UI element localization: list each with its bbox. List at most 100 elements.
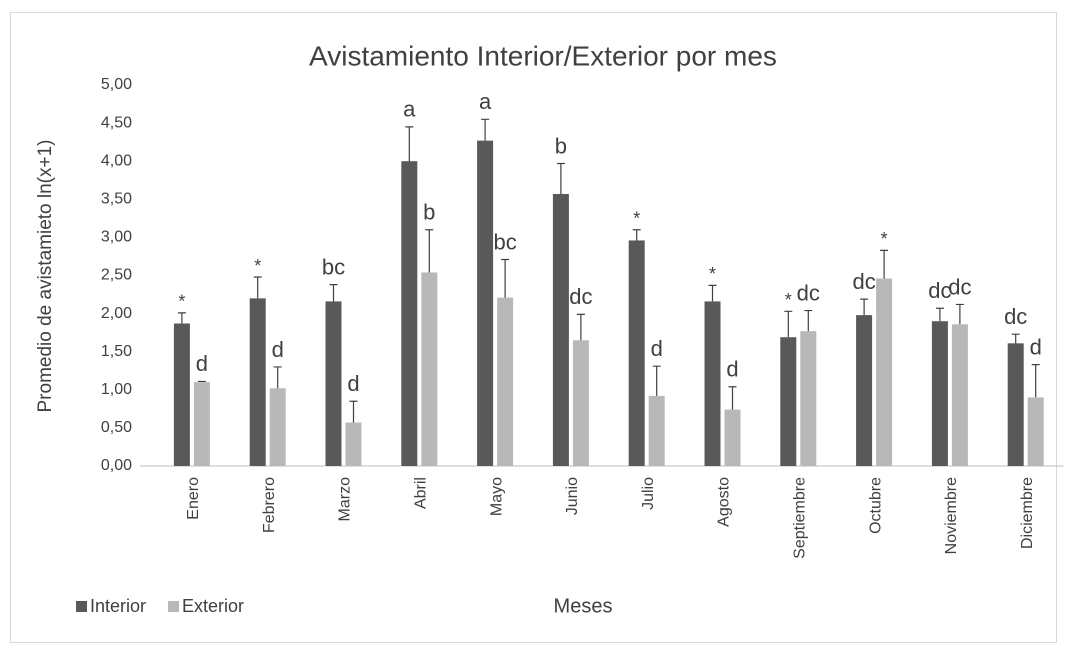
- annotation: a: [403, 97, 416, 122]
- error-bar: [329, 284, 338, 302]
- bar: [269, 388, 286, 466]
- y-tick-label: 4,00: [101, 152, 132, 169]
- error-bar: [556, 162, 565, 194]
- error-bar: [708, 284, 717, 302]
- bar: [173, 323, 190, 466]
- error-bar: [955, 303, 964, 325]
- annotation: *: [633, 209, 640, 229]
- annotation: d: [726, 357, 738, 382]
- error-bar: [197, 380, 206, 383]
- bar: [724, 409, 741, 466]
- y-tick-label: 5,00: [101, 76, 132, 93]
- bar: [345, 422, 362, 466]
- error-bar: [784, 310, 793, 338]
- error-bar: [253, 276, 262, 299]
- annotation: dc: [928, 278, 951, 303]
- chart-frame: [10, 12, 1057, 643]
- annotation: *: [254, 256, 261, 276]
- bar: [552, 193, 569, 466]
- annotation: *: [709, 264, 716, 284]
- error-bar: [1011, 333, 1020, 344]
- annotation: dc: [1004, 304, 1027, 329]
- x-tick-label: Septiembre: [792, 477, 809, 559]
- bar: [856, 315, 873, 466]
- error-bar: [501, 258, 510, 298]
- x-tick-label: Agosto: [716, 477, 733, 527]
- bar: [477, 140, 494, 466]
- y-tick-label: 0,50: [101, 419, 132, 436]
- bar: [1007, 343, 1024, 466]
- x-axis-label: Meses: [554, 595, 613, 617]
- legend-swatch: [76, 601, 87, 612]
- y-tick-label: 2,50: [101, 267, 132, 284]
- error-bar: [425, 229, 434, 273]
- bar: [780, 337, 797, 466]
- annotation: d: [1030, 334, 1042, 359]
- y-tick-label: 3,00: [101, 229, 132, 246]
- bar: [497, 297, 514, 466]
- error-bar: [1031, 364, 1040, 398]
- bar: [951, 324, 968, 466]
- annotation: b: [555, 133, 567, 158]
- bar: [1027, 397, 1044, 466]
- legend-swatch: [168, 601, 180, 612]
- error-bar: [804, 309, 813, 332]
- annotation: d: [272, 337, 284, 362]
- error-bar: [405, 126, 414, 162]
- annotation: dc: [569, 284, 592, 309]
- chart-title: Avistamiento Interior/Exterior por mes: [309, 40, 777, 71]
- annotation: dc: [948, 274, 971, 299]
- x-tick-label: Mayo: [488, 477, 505, 516]
- error-bar: [728, 386, 737, 410]
- legend-label: Exterior: [182, 596, 244, 616]
- error-bar: [349, 400, 358, 423]
- bar: [421, 272, 438, 466]
- annotation: d: [347, 371, 359, 396]
- x-tick-label: Junio: [564, 477, 581, 515]
- y-tick-label: 3,50: [101, 191, 132, 208]
- annotation: dc: [797, 280, 820, 305]
- y-tick-label: 4,50: [101, 114, 132, 131]
- annotation: d: [196, 351, 208, 376]
- error-bar: [273, 366, 282, 389]
- error-bar: [576, 313, 585, 341]
- x-tick-label: Marzo: [337, 477, 354, 522]
- bar: [628, 240, 645, 466]
- annotation: dc: [852, 269, 875, 294]
- x-tick-label: Abril: [413, 477, 430, 509]
- bar: [800, 331, 817, 466]
- y-tick-label: 2,00: [101, 305, 132, 322]
- y-tick-label: 1,50: [101, 343, 132, 360]
- annotation: *: [178, 292, 185, 312]
- bar: [249, 298, 266, 466]
- error-bar: [860, 298, 869, 316]
- bar: [572, 340, 589, 466]
- bar: [648, 395, 665, 466]
- error-bar: [652, 365, 661, 396]
- x-tick-label: Noviembre: [943, 477, 960, 554]
- y-tick-label: 0,00: [101, 457, 132, 474]
- y-tick-label: 1,00: [101, 381, 132, 398]
- bar: [401, 161, 418, 466]
- x-tick-label: Julio: [640, 477, 657, 510]
- bar: [325, 301, 342, 466]
- annotation: *: [785, 290, 792, 310]
- annotation: d: [651, 336, 663, 361]
- annotation: b: [423, 200, 435, 225]
- x-tick-label: Diciembre: [1019, 477, 1036, 549]
- bar: [704, 301, 721, 466]
- x-tick-label: Octubre: [867, 477, 884, 534]
- y-axis-label: Promedio de avistamieto ln(x+1): [35, 140, 56, 413]
- error-bar: [935, 307, 944, 322]
- error-bar: [177, 312, 186, 324]
- legend-label: Interior: [90, 596, 146, 616]
- annotation: bc: [322, 254, 345, 279]
- bar: [876, 278, 893, 466]
- x-tick-label: Enero: [185, 477, 202, 520]
- bar: [931, 321, 948, 466]
- x-tick-label: Febrero: [261, 477, 278, 533]
- annotation: *: [881, 229, 888, 249]
- annotation: a: [479, 89, 492, 114]
